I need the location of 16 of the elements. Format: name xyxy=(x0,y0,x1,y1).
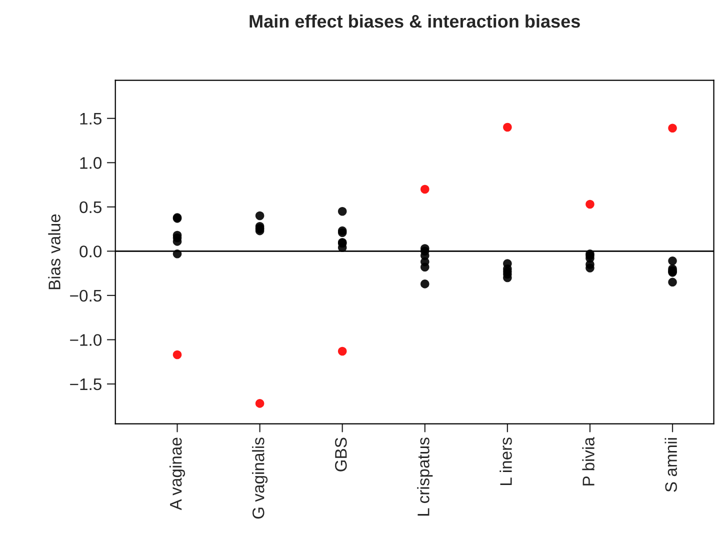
y-tick-label: 1.5 xyxy=(80,112,102,125)
x-tick-label: P bivia xyxy=(582,437,594,486)
y-tick-label: −0.5 xyxy=(70,290,102,302)
y-tick-label: −1.5 xyxy=(70,378,102,390)
chart-title: Main effect biases & interaction biases xyxy=(250,14,580,28)
y-tick-label: 1.0 xyxy=(80,157,102,169)
x-tick-label: GBS xyxy=(335,438,347,472)
x-tick-label: G vaginalis xyxy=(252,438,268,519)
x-tick-label: S amnii xyxy=(664,438,677,492)
y-tick-label: 0.5 xyxy=(80,201,102,214)
x-tick-label: L crispatus xyxy=(417,438,433,516)
y-axis-title: Bias value xyxy=(48,214,60,290)
x-tick-label: A vaginae xyxy=(170,438,186,510)
y-tick-label: 0.0 xyxy=(80,246,102,258)
y-tick-label: −1.0 xyxy=(70,334,102,346)
x-tick-label: L iners xyxy=(500,438,512,486)
